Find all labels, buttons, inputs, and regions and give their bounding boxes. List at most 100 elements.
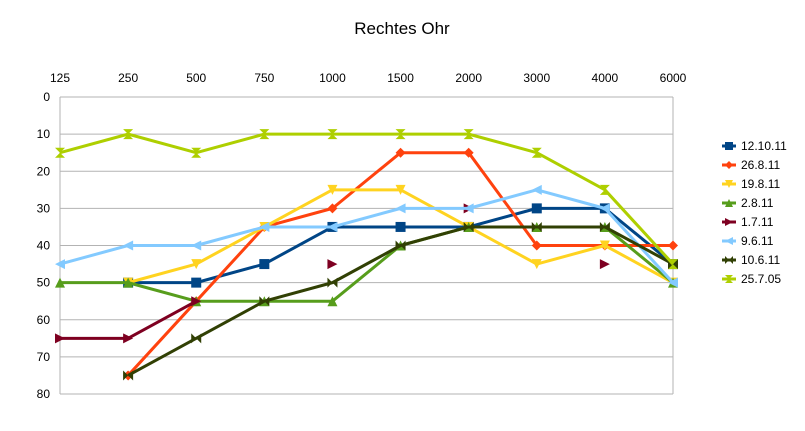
data-point xyxy=(191,277,202,288)
x-tick-label: 1500 xyxy=(387,71,414,85)
data-point xyxy=(599,259,610,270)
data-point xyxy=(725,275,733,283)
data-point xyxy=(327,259,338,270)
data-point xyxy=(191,296,202,307)
data-point xyxy=(395,184,406,195)
y-tick-label: 60 xyxy=(37,313,51,327)
legend-label: 26.8.11 xyxy=(741,158,780,172)
x-tick-label: 2000 xyxy=(455,71,482,85)
data-point xyxy=(327,129,338,140)
legend-item: 12.10.11 xyxy=(722,139,787,153)
y-tick-label: 70 xyxy=(37,350,51,364)
x-tick-label: 4000 xyxy=(592,71,619,85)
data-point xyxy=(259,259,270,270)
legend-item: 25.7.05 xyxy=(722,272,781,286)
legend-item: 9.6.11 xyxy=(722,234,774,248)
data-point xyxy=(259,221,270,232)
legend-label: 2.8.11 xyxy=(741,196,774,210)
series-9.6.11 xyxy=(55,184,678,288)
legend-item: 1.7.11 xyxy=(722,215,774,229)
data-point xyxy=(668,277,678,288)
series-1.7.11 xyxy=(55,203,610,344)
y-tick-label: 10 xyxy=(37,127,51,141)
series-line xyxy=(59,188,675,284)
y-tick-label: 0 xyxy=(43,90,50,104)
data-point xyxy=(531,184,542,195)
data-point xyxy=(463,147,474,158)
data-point xyxy=(531,259,542,270)
y-tick-label: 40 xyxy=(37,239,51,253)
data-point xyxy=(259,296,270,307)
x-tick-label: 1000 xyxy=(319,71,346,85)
data-point xyxy=(395,129,406,140)
y-tick-label: 50 xyxy=(37,276,51,290)
series-25.7.05 xyxy=(55,129,678,270)
data-point xyxy=(463,221,474,232)
legend-item: 2.8.11 xyxy=(722,196,774,210)
legend-label: 9.6.11 xyxy=(741,234,774,248)
data-point xyxy=(599,240,610,251)
data-point xyxy=(725,180,733,188)
data-point xyxy=(725,142,733,150)
x-tick-label: 250 xyxy=(118,71,138,85)
data-point xyxy=(327,221,338,232)
data-point xyxy=(259,129,270,140)
y-tick-label: 20 xyxy=(37,164,51,178)
data-point xyxy=(395,203,406,214)
data-point xyxy=(55,277,65,288)
data-point xyxy=(395,221,406,232)
x-tick-label: 125 xyxy=(50,71,70,85)
data-point xyxy=(668,240,678,251)
data-point xyxy=(191,259,202,270)
legend-item: 19.8.11 xyxy=(722,177,780,191)
data-point xyxy=(123,240,134,251)
data-point xyxy=(531,203,542,214)
legend-item: 10.6.11 xyxy=(722,253,780,267)
legend-label: 12.10.11 xyxy=(741,139,787,153)
data-point xyxy=(191,147,202,158)
data-point xyxy=(191,333,202,344)
data-point xyxy=(531,221,542,232)
legend-label: 25.7.05 xyxy=(741,272,781,286)
data-point xyxy=(123,370,134,381)
legend-item: 26.8.11 xyxy=(722,158,780,172)
data-point xyxy=(55,333,65,344)
series-layer xyxy=(55,129,678,381)
data-point xyxy=(531,240,542,251)
data-point xyxy=(463,129,474,140)
data-point xyxy=(725,199,733,207)
x-tick-label: 3000 xyxy=(523,71,550,85)
data-point xyxy=(725,161,733,169)
legend-label: 19.8.11 xyxy=(741,177,780,191)
data-point xyxy=(327,277,338,288)
series-19.8.11 xyxy=(123,184,678,288)
data-point xyxy=(531,147,542,158)
data-point xyxy=(599,203,610,214)
legend-label: 10.6.11 xyxy=(741,253,780,267)
data-point xyxy=(327,184,338,195)
chart-title: Rechtes Ohr xyxy=(354,19,450,38)
data-point xyxy=(725,237,733,245)
legend-label: 1.7.11 xyxy=(741,215,774,229)
data-point xyxy=(327,203,338,214)
data-point xyxy=(725,256,733,264)
data-point xyxy=(55,259,65,270)
y-tick-labels: 0 10 20 30 40 50 60 70 80 xyxy=(37,90,51,401)
data-point xyxy=(395,147,406,158)
x-tick-label: 500 xyxy=(186,71,206,85)
legend: 12.10.11 26.8.11 19.8.11 2.8.11 1.7.11 9.6.11… xyxy=(722,139,787,286)
data-point xyxy=(463,203,474,214)
data-point xyxy=(123,129,134,140)
data-point xyxy=(599,221,610,232)
series-10.6.11 xyxy=(123,221,678,381)
series-line xyxy=(59,132,675,266)
data-point xyxy=(668,259,678,270)
data-point xyxy=(123,333,134,344)
data-point xyxy=(191,240,202,251)
data-point xyxy=(55,147,65,158)
y-tick-label: 80 xyxy=(37,387,51,401)
data-point xyxy=(327,296,338,307)
data-point xyxy=(725,218,733,226)
data-point xyxy=(395,240,406,251)
